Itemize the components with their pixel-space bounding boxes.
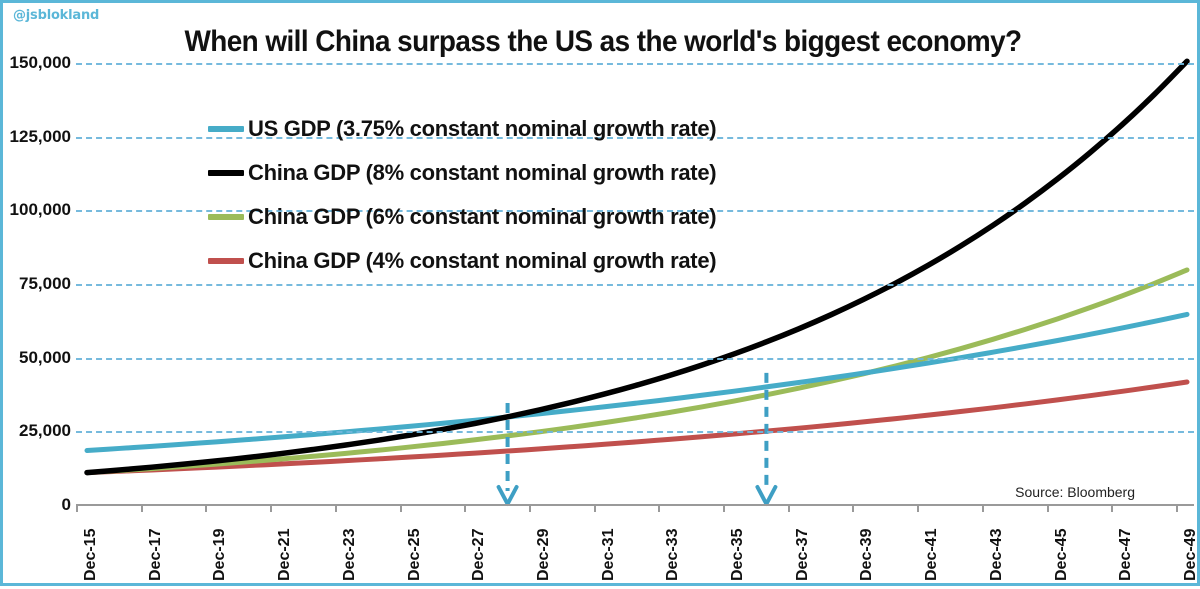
legend-item[interactable]: China GDP (8% constant nominal growth ra… [208,151,768,195]
x-tick [593,504,596,512]
legend-label: US GDP (3.75% constant nominal growth ra… [248,116,717,141]
x-tick-label: Dec-49 [1182,528,1199,581]
gridline [76,284,1194,286]
x-tick-label: Dec-47 [1117,528,1135,581]
y-tick-label: 50,000 [19,347,71,367]
y-tick-label: 75,000 [19,274,71,293]
x-tick-label: Dec-23 [340,528,358,581]
x-tick-label: Dec-37 [793,528,811,581]
x-axis-labels: Dec-15 Dec-17 Dec-19 Dec-21 Dec-23 Dec-25 Dec-… [3,3,1200,589]
gridline [76,63,1194,65]
x-tick [787,504,790,512]
x-tick-label: Dec-41 [923,528,941,581]
plot-area [76,58,1194,506]
x-tick [1111,504,1114,512]
series-line [84,267,1190,476]
x-tick [334,504,337,512]
chart-lines [84,58,1190,506]
x-tick [528,504,531,512]
x-tick-label: Dec-31 [599,528,617,581]
x-tick-label: Dec-43 [987,528,1005,581]
chart-title: When will China surpass the US as the wo… [184,25,1022,58]
legend-label: China GDP (8% constant nominal growth ra… [248,160,717,185]
legend-item[interactable]: China GDP (4% constant nominal growth ra… [208,239,768,283]
legend-color-swatch [208,214,244,220]
x-tick [140,504,143,512]
legend-color-swatch [208,258,244,264]
x-tick [464,504,467,512]
x-tick-label: Dec-21 [276,528,294,581]
x-tick-label: Dec-19 [211,528,229,581]
series-line [84,379,1190,476]
x-tick-label: Dec-25 [405,528,423,581]
x-tick-label: Dec-35 [729,528,747,581]
x-tick-label: Dec-27 [470,528,488,581]
x-tick [205,504,208,512]
legend-item[interactable]: US GDP (3.75% constant nominal growth ra… [208,107,768,151]
x-tick [1046,504,1049,512]
legend-item[interactable]: China GDP (6% constant nominal growth ra… [208,195,768,239]
legend-color-swatch [208,170,244,176]
gridline [76,136,1194,139]
x-tick-label: Dec-15 [82,528,99,581]
x-tick [399,504,402,512]
series-line [84,58,1190,476]
x-axis-line [76,504,1194,506]
legend-label: China GDP (4% constant nominal growth ra… [248,248,717,273]
legend-color-swatch [208,126,244,132]
y-tick-label: 150,000 [9,53,71,72]
x-tick-label: Dec-29 [534,528,552,581]
x-tick [658,504,661,512]
y-tick-label: 0 [61,495,71,514]
x-tick-label: Dec-33 [664,528,682,581]
x-tick [981,504,984,512]
y-axis-labels: 0 25,000 50,000 75,000 100,000 125,000 150,000 [3,53,71,514]
gridline [76,210,1194,213]
gridline [76,431,1194,434]
series-line [84,311,1190,453]
x-tick [852,504,855,512]
source-note: Source: Bloomberg [1015,484,1135,500]
x-tick-label: Dec-17 [146,528,164,581]
x-tick-label: Dec-45 [1052,528,1070,581]
gridline [76,357,1194,360]
chart-legend: US GDP (3.75% constant nominal growth ra… [208,107,768,283]
y-tick-label: 125,000 [9,126,71,146]
x-tick [723,504,726,512]
y-tick-label: 100,000 [9,200,71,220]
y-tick-label: 25,000 [19,421,71,441]
author-watermark: @jsblokland [13,8,100,23]
x-tick [76,504,78,512]
x-tick [270,504,273,512]
x-tick-label: Dec-39 [858,528,876,581]
x-tick [917,504,920,512]
legend-label: China GDP (6% constant nominal growth ra… [248,204,717,229]
x-tick [1176,504,1178,512]
